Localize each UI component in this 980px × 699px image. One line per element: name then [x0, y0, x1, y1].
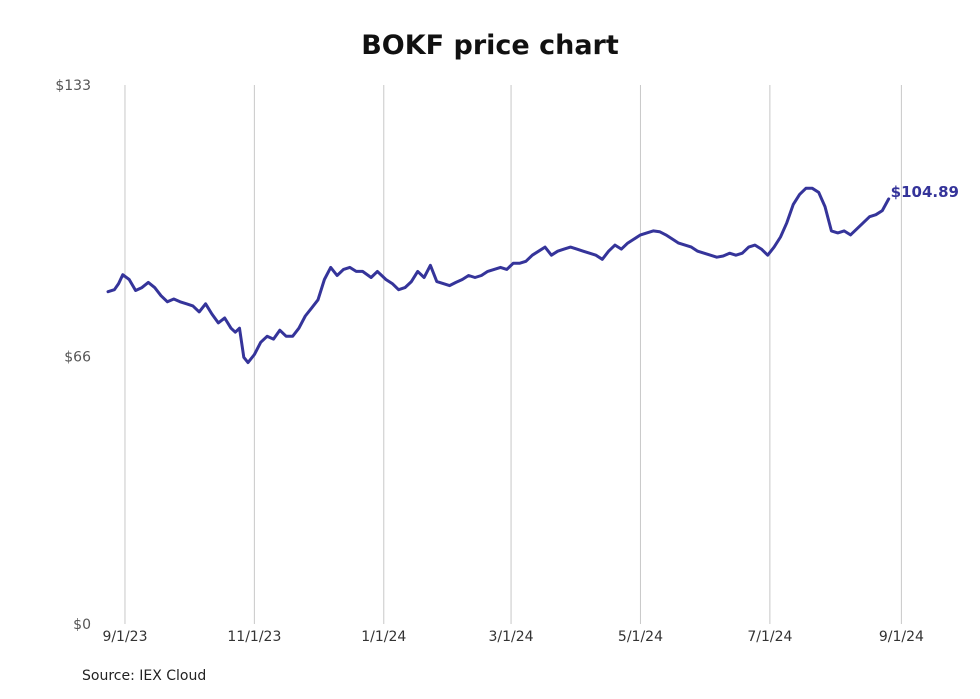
x-tick-label: 9/1/24 [879, 629, 924, 645]
price-series-line [106, 186, 891, 365]
x-tick-label: 9/1/23 [102, 629, 147, 645]
y-tick-label: $133 [55, 78, 91, 94]
x-axis-tick-labels: 9/1/23 11/1/23 1/1/24 3/1/24 5/1/24 7/1/24 9/1… [102, 629, 924, 645]
chart-title: BOKF price chart [361, 30, 619, 61]
x-tick-label: 7/1/24 [747, 629, 792, 645]
y-axis-tick-labels: $0 $66 $133 [55, 78, 91, 633]
y-tick-label: $66 [64, 350, 91, 366]
last-value-label: $104.89 [891, 183, 959, 201]
source-note: Source: IEX Cloud [82, 668, 207, 684]
x-tick-label: 11/1/23 [227, 629, 281, 645]
grid-lines [124, 85, 902, 624]
x-tick-label: 5/1/24 [618, 629, 663, 645]
x-tick-label: 3/1/24 [489, 629, 534, 645]
y-tick-label: $0 [73, 617, 91, 633]
x-tick-label: 1/1/24 [361, 629, 406, 645]
